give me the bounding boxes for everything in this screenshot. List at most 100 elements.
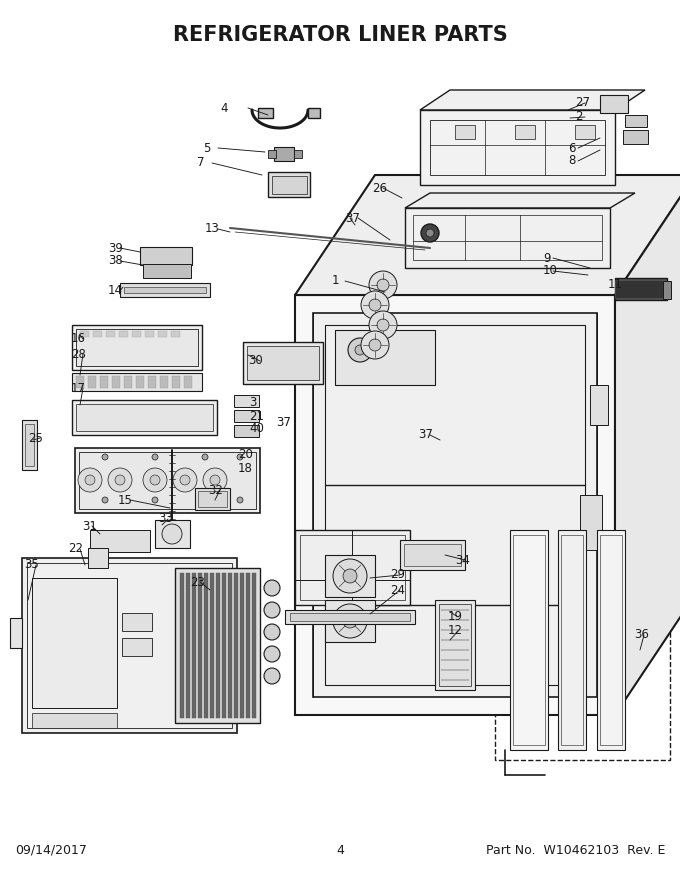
Text: Part No.  W10462103  Rev. E: Part No. W10462103 Rev. E — [486, 844, 665, 856]
Bar — [198, 573, 202, 718]
Bar — [300, 535, 405, 600]
Bar — [27, 563, 232, 728]
Circle shape — [152, 497, 158, 503]
Circle shape — [426, 229, 434, 237]
Text: 14: 14 — [108, 284, 123, 297]
Text: 21: 21 — [249, 409, 264, 422]
Bar — [106, 331, 115, 337]
Text: 40: 40 — [249, 422, 264, 436]
Bar — [325, 325, 585, 685]
Circle shape — [210, 475, 220, 485]
Circle shape — [369, 271, 397, 299]
Bar — [234, 395, 259, 407]
Text: 37: 37 — [345, 211, 360, 224]
Bar — [184, 376, 192, 388]
Polygon shape — [405, 193, 635, 208]
Polygon shape — [420, 90, 645, 110]
Bar — [210, 573, 214, 718]
Bar — [515, 125, 535, 139]
Circle shape — [348, 338, 372, 362]
Bar — [308, 108, 320, 118]
Bar — [80, 331, 89, 337]
Text: 7: 7 — [197, 157, 205, 170]
Bar — [285, 610, 415, 624]
Bar — [272, 176, 307, 194]
Text: REFRIGERATOR LINER PARTS: REFRIGERATOR LINER PARTS — [173, 25, 507, 45]
Bar — [294, 150, 302, 158]
Bar — [75, 448, 260, 513]
Circle shape — [143, 468, 167, 492]
Circle shape — [237, 454, 243, 460]
Circle shape — [152, 454, 158, 460]
Bar — [79, 452, 256, 509]
Bar — [313, 313, 597, 697]
Bar — [198, 491, 227, 507]
Bar — [100, 376, 108, 388]
Bar — [325, 555, 375, 597]
Circle shape — [108, 468, 132, 492]
Polygon shape — [615, 175, 680, 715]
Bar — [143, 264, 191, 278]
Bar — [204, 573, 208, 718]
Bar — [243, 342, 323, 384]
Bar — [268, 172, 310, 197]
Circle shape — [203, 468, 227, 492]
Bar — [597, 530, 625, 750]
Bar — [590, 385, 608, 425]
Bar — [172, 376, 180, 388]
Text: 28: 28 — [71, 348, 86, 361]
Circle shape — [355, 345, 365, 355]
Bar — [290, 613, 410, 621]
Bar — [228, 573, 232, 718]
Circle shape — [237, 497, 243, 503]
Bar — [335, 330, 435, 385]
Bar — [615, 280, 663, 298]
Bar — [615, 278, 667, 300]
Bar — [112, 376, 120, 388]
Bar — [32, 578, 117, 708]
Bar — [76, 329, 198, 366]
Circle shape — [369, 311, 397, 339]
Bar — [246, 573, 250, 718]
Bar — [495, 520, 670, 760]
Bar — [22, 558, 237, 733]
Text: 13: 13 — [205, 223, 220, 236]
Bar — [230, 448, 252, 460]
Bar — [575, 125, 595, 139]
Circle shape — [343, 569, 357, 583]
Bar — [258, 108, 273, 118]
Circle shape — [180, 475, 190, 485]
Bar — [192, 573, 196, 718]
Text: 34: 34 — [455, 554, 470, 567]
Bar — [88, 548, 108, 568]
Bar — [413, 215, 602, 260]
Circle shape — [264, 646, 280, 662]
Text: 09/14/2017: 09/14/2017 — [15, 844, 87, 856]
Bar — [148, 376, 156, 388]
Bar — [216, 573, 220, 718]
Text: 11: 11 — [608, 277, 623, 290]
Bar — [400, 540, 465, 570]
Circle shape — [264, 580, 280, 596]
Text: 4: 4 — [336, 844, 344, 856]
Bar — [435, 600, 475, 690]
Circle shape — [361, 331, 389, 359]
Text: 6: 6 — [568, 142, 575, 155]
Bar — [88, 376, 96, 388]
Circle shape — [369, 299, 381, 311]
Bar — [404, 544, 461, 566]
Bar — [295, 530, 410, 605]
Bar — [158, 331, 167, 337]
Bar — [195, 488, 230, 510]
Bar — [600, 535, 622, 745]
Bar — [600, 95, 628, 113]
Text: 27: 27 — [575, 97, 590, 109]
Bar — [252, 573, 256, 718]
Text: 15: 15 — [118, 494, 133, 507]
Bar — [72, 400, 217, 435]
Bar — [76, 376, 84, 388]
Bar — [439, 604, 471, 686]
Bar — [274, 147, 294, 161]
Bar — [561, 535, 583, 745]
Bar — [625, 115, 647, 127]
